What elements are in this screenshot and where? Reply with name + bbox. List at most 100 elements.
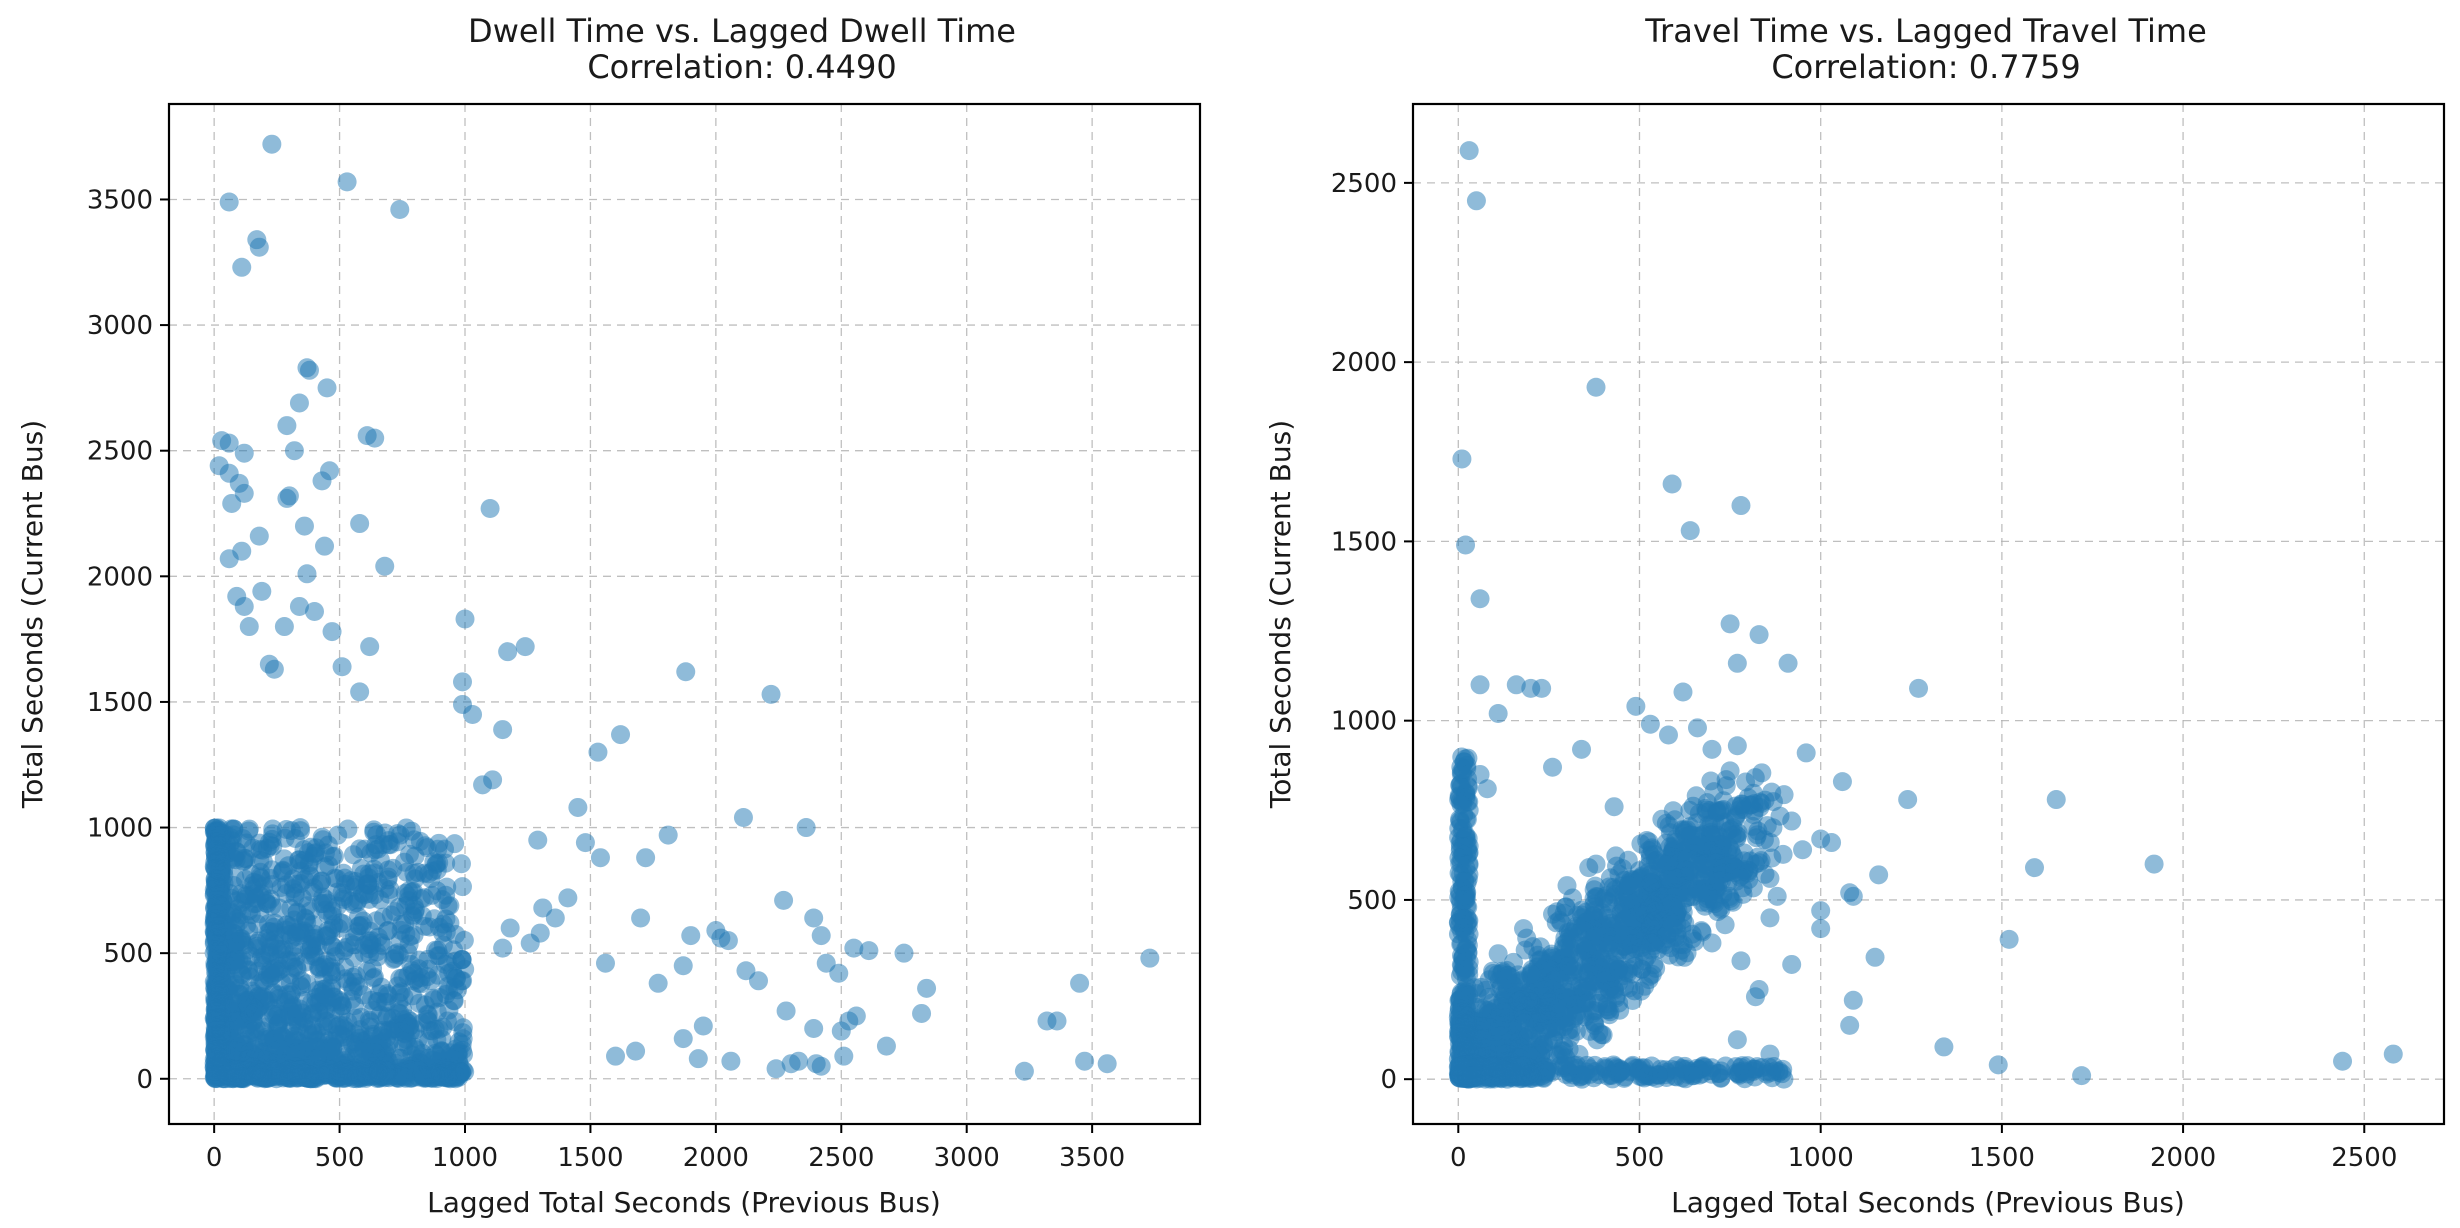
- dwell-data-point: [289, 596, 309, 616]
- travel-data-point: [1459, 141, 1479, 161]
- dwell-data-point: [648, 973, 668, 993]
- travel-cluster-point: [1736, 772, 1756, 792]
- travel-data-point: [1869, 865, 1889, 885]
- travel-data-point: [1687, 718, 1707, 738]
- dwell-cluster-point: [286, 947, 306, 967]
- travel-cluster-point: [1747, 825, 1767, 845]
- travel-data-point: [1488, 944, 1508, 964]
- dwell-data-point: [1014, 1061, 1034, 1081]
- dwell-x-tick-label: 3500: [1059, 1143, 1125, 1173]
- dwell-data-point: [558, 888, 578, 908]
- travel-cluster-point: [1563, 987, 1583, 1007]
- dwell-cluster-point: [290, 853, 310, 873]
- dwell-data-point: [317, 378, 337, 398]
- dwell-y-tick-label: 2000: [87, 562, 153, 592]
- travel-data-point: [1680, 521, 1700, 541]
- travel-data-point: [1456, 535, 1476, 555]
- dwell-cluster-point: [322, 1014, 342, 1034]
- dwell-data-point: [859, 941, 879, 961]
- dwell-data-point: [264, 659, 284, 679]
- travel-cluster-point: [1451, 955, 1471, 975]
- dwell-cluster-point: [370, 1005, 390, 1025]
- dwell-cluster-point: [250, 904, 270, 924]
- dwell-data-point: [520, 933, 540, 953]
- dwell-x-tick-label: 500: [315, 1143, 365, 1173]
- dwell-data-point: [636, 848, 656, 868]
- travel-data-point: [1644, 911, 1664, 931]
- travel-cluster-point: [1755, 790, 1775, 810]
- dwell-cluster-point: [241, 864, 261, 884]
- dwell-cluster-point: [306, 933, 326, 953]
- travel-cluster-point: [1773, 1059, 1793, 1079]
- travel-data-point: [1832, 772, 1852, 792]
- dwell-cluster-point: [425, 940, 445, 960]
- travel-x-tick-labels: 0 500 1000 1500 2000 2500: [1450, 1143, 2397, 1173]
- dwell-data-point: [1075, 1051, 1095, 1071]
- dwell-cluster-point: [396, 1068, 416, 1088]
- travel-data-point: [2024, 858, 2044, 878]
- dwell-data-point: [332, 657, 352, 677]
- dwell-data-point: [350, 514, 370, 534]
- dwell-data-point: [289, 393, 309, 413]
- dwell-data-point: [658, 825, 678, 845]
- dwell-cluster-point: [417, 838, 437, 858]
- travel-data-point: [1514, 919, 1534, 939]
- travel-data-point: [1720, 761, 1740, 781]
- dwell-data-point: [590, 848, 610, 868]
- travel-cluster-point: [1601, 916, 1621, 936]
- dwell-cluster-point: [327, 869, 347, 889]
- travel-data-point: [2144, 854, 2164, 874]
- travel-tick-marks: [1404, 181, 2366, 1133]
- dwell-data-point: [733, 807, 753, 827]
- travel-cluster-point: [1675, 1056, 1695, 1076]
- travel-cluster-point: [1647, 940, 1667, 960]
- dwell-data-point: [829, 963, 849, 983]
- travel-data-point: [1488, 703, 1508, 723]
- travel-data-point: [1988, 1055, 2008, 1075]
- travel-data-point: [1840, 1015, 1860, 1035]
- dwell-cluster-point: [408, 862, 428, 882]
- travel-cluster-point: [1589, 1022, 1609, 1042]
- dwell-cluster-point: [277, 985, 297, 1005]
- travel-data-point: [1778, 653, 1798, 673]
- dwell-data-point: [249, 237, 269, 257]
- dwell-cluster-point: [305, 947, 325, 967]
- dwell-data-point: [262, 134, 282, 154]
- dwell-cluster-point: [326, 962, 346, 982]
- dwell-cluster-point: [226, 1063, 246, 1083]
- dwell-cluster-point: [337, 1063, 357, 1083]
- travel-cluster-point: [1730, 800, 1750, 820]
- travel-cluster-point: [1567, 1003, 1587, 1023]
- dwell-cluster-point: [227, 842, 247, 862]
- travel-data-point: [1470, 589, 1490, 609]
- travel-cluster-point: [1453, 987, 1473, 1007]
- dwell-cluster-point: [208, 877, 228, 897]
- travel-cluster-point: [1621, 894, 1641, 914]
- dwell-cluster-point: [227, 909, 247, 929]
- dwell-cluster-point: [446, 968, 466, 988]
- travel-cluster-point: [1531, 1003, 1551, 1023]
- dwell-cluster-point: [209, 860, 229, 880]
- dwell-data-point: [277, 416, 297, 436]
- dwell-cluster-point: [375, 823, 395, 843]
- dwell-data-point: [390, 200, 410, 220]
- travel-chart-subtitle: Correlation: 0.7759: [1771, 48, 2080, 86]
- dwell-cluster-point: [209, 936, 229, 956]
- dwell-cluster-point: [453, 1029, 473, 1049]
- dwell-data-point: [480, 498, 500, 518]
- dwell-cluster-point: [393, 1032, 413, 1052]
- dwell-cluster-point: [210, 826, 230, 846]
- travel-data-point: [1673, 682, 1693, 702]
- travel-data-point: [1822, 833, 1842, 853]
- dwell-data-point: [350, 682, 370, 702]
- travel-data-point: [1745, 854, 1765, 874]
- travel-cluster-point: [1585, 900, 1605, 920]
- travel-cluster-point: [1631, 981, 1651, 1001]
- travel-cluster-point: [1652, 853, 1672, 873]
- travel-data-point: [1731, 496, 1751, 516]
- travel-data-point: [1934, 1037, 1954, 1057]
- travel-cluster-point: [1591, 949, 1611, 969]
- travel-data-point: [1702, 933, 1722, 953]
- dwell-data-point: [917, 978, 937, 998]
- travel-cluster-point: [1711, 1061, 1731, 1081]
